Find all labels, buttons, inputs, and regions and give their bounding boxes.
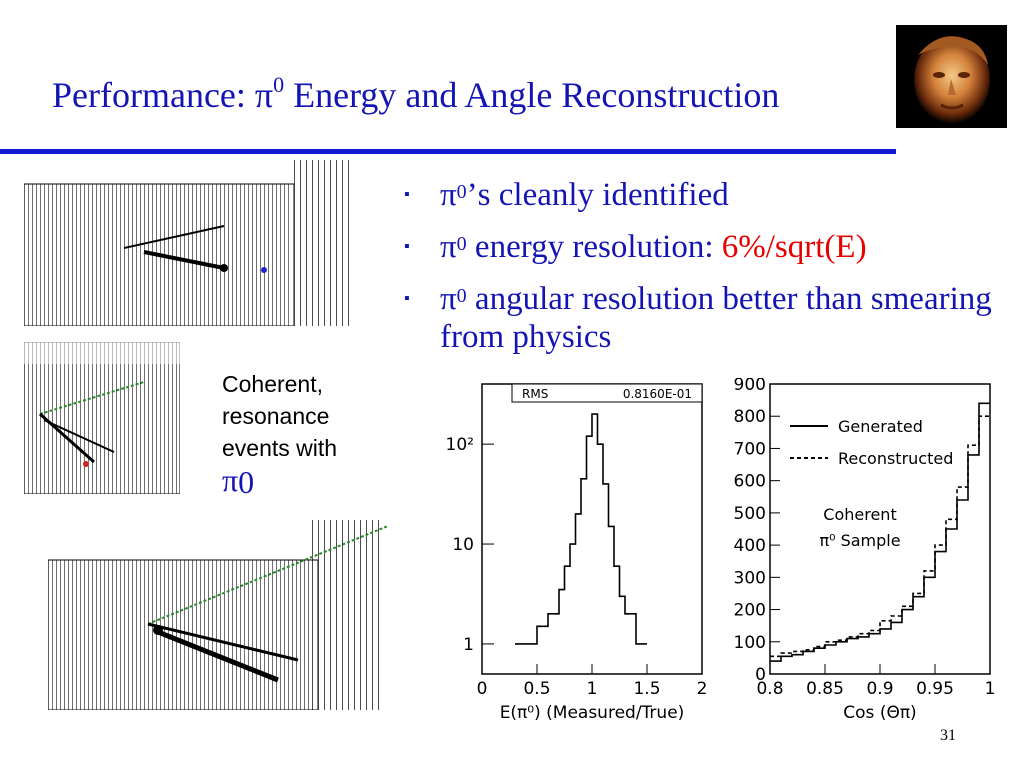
reconstructed-series-line bbox=[770, 415, 990, 658]
title-divider bbox=[0, 149, 896, 154]
bullet-item: ▪ π0’s cleanly identified bbox=[404, 177, 729, 213]
x-tick-label: 0.95 bbox=[916, 679, 954, 699]
x-tick-label: 2 bbox=[697, 679, 708, 699]
bullet-square-icon: ▪ bbox=[404, 186, 410, 203]
x-tick-label: 1 bbox=[985, 679, 996, 699]
y-tick-label: 200 bbox=[734, 601, 766, 621]
legend-label: Generated bbox=[838, 417, 923, 436]
stat-value: 0.8160E-01 bbox=[623, 387, 692, 401]
chart-annotation: π⁰ Sample bbox=[819, 531, 900, 550]
stat-label: RMS bbox=[522, 387, 548, 401]
x-tick-label: 0.5 bbox=[523, 679, 550, 699]
x-tick-label: 1.5 bbox=[633, 679, 660, 699]
legend-label: Reconstructed bbox=[838, 449, 953, 468]
x-tick-label: 0.8 bbox=[756, 679, 783, 699]
energy-resolution-chart: RMS 0.8160E-01 0 0.5 1 1.5 2 1 10 10² E(π⁰) (Measu… bbox=[446, 383, 708, 723]
x-axis-label: E(π⁰) (Measured/True) bbox=[500, 703, 685, 723]
y-tick-label: 10 bbox=[452, 535, 474, 555]
y-tick-label: 600 bbox=[734, 472, 766, 492]
bullet-list: ▪ π0’s cleanly identified ▪ π0 energy re… bbox=[400, 176, 1000, 370]
y-tick-label: 700 bbox=[734, 439, 766, 459]
chart-annotation: Coherent bbox=[823, 505, 896, 524]
y-tick-label: 500 bbox=[734, 504, 766, 524]
event-display-3 bbox=[47, 520, 394, 711]
bullet-square-icon: ▪ bbox=[404, 238, 410, 255]
y-tick-label: 0 bbox=[755, 665, 766, 685]
slide-title: Performance: π0 Energy and Angle Reconst… bbox=[52, 72, 780, 115]
y-tick-label: 100 bbox=[734, 633, 766, 653]
x-tick-label: 0.85 bbox=[806, 679, 844, 699]
y-tick-label: 800 bbox=[734, 407, 766, 427]
y-tick-label: 10² bbox=[446, 435, 474, 455]
bullet-item: ▪ π0 energy resolution: 6%/sqrt(E) bbox=[404, 229, 867, 265]
x-axis-label: Cos (Θπ) bbox=[843, 703, 916, 723]
y-tick-label: 1 bbox=[463, 635, 474, 655]
stat-box bbox=[511, 383, 703, 403]
y-tick-label: 300 bbox=[734, 568, 766, 588]
x-tick-label: 0 bbox=[477, 679, 488, 699]
histogram-series-line bbox=[515, 413, 647, 645]
x-tick-label: 0.9 bbox=[866, 679, 893, 699]
bullet-square-icon: ▪ bbox=[404, 290, 410, 307]
event-display-caption: Coherent, resonance events with π0 bbox=[222, 371, 338, 500]
x-tick-label: 1 bbox=[587, 679, 598, 699]
y-tick-label: 900 bbox=[734, 378, 766, 395]
page-number: 31 bbox=[940, 727, 956, 744]
bullet-item: ▪ π0 angular resolution better than smea… bbox=[404, 281, 992, 355]
angle-distribution-chart: 0.8 0.85 0.9 0.95 1 0 100 200 300 400 500 600 700 800… bbox=[734, 378, 996, 723]
generated-series-line bbox=[770, 402, 990, 662]
portrait-image bbox=[896, 25, 1007, 128]
y-tick-label: 400 bbox=[734, 536, 766, 556]
event-display-2 bbox=[23, 341, 181, 495]
event-display-1 bbox=[23, 160, 354, 340]
